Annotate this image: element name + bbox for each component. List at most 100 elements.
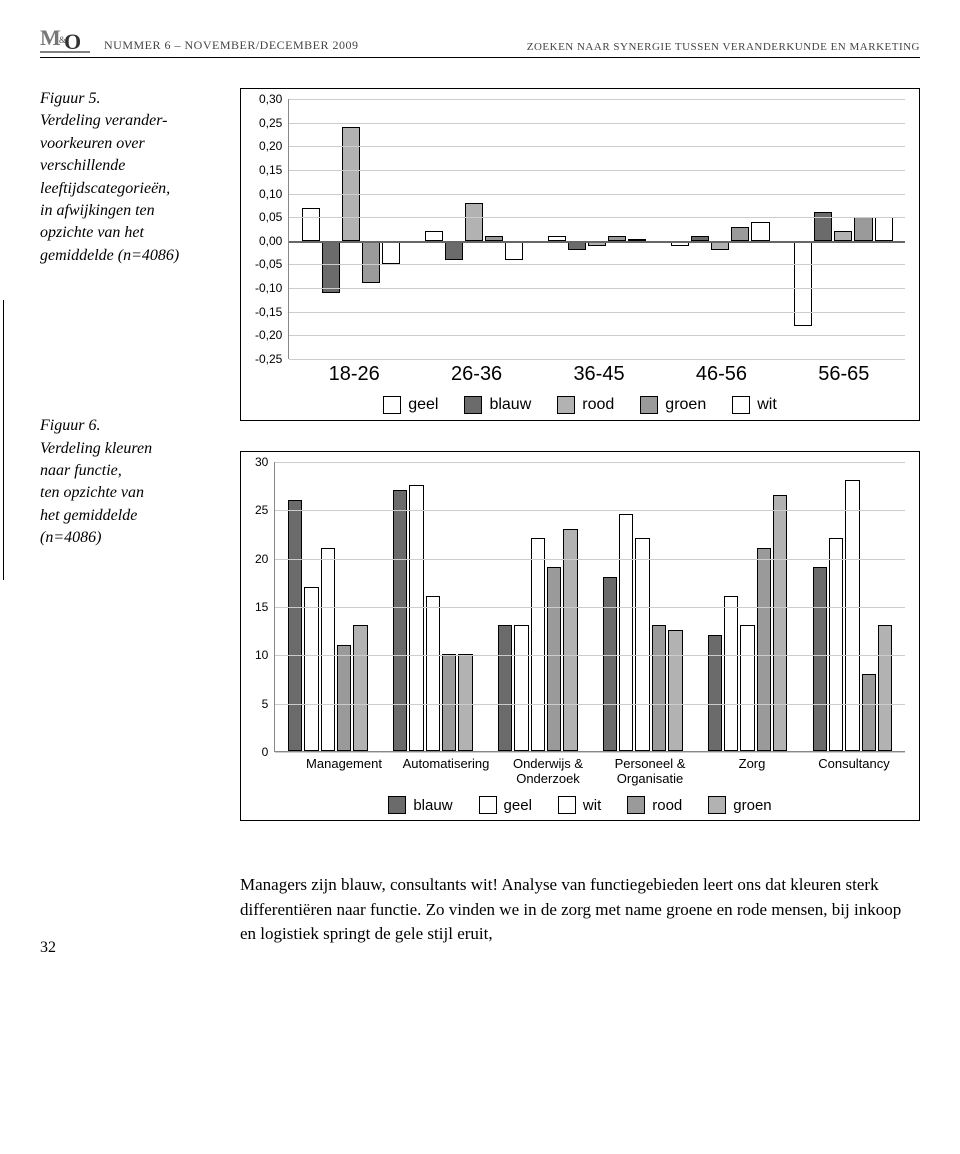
chart1-bar <box>425 231 443 240</box>
chart2-bar <box>353 625 367 751</box>
legend-item: groen <box>640 396 706 414</box>
chart2-xlabel: Zorg <box>701 756 803 786</box>
legend-swatch <box>383 396 401 414</box>
chart1-xlabel: 18-26 <box>293 363 415 386</box>
legend-item: wit <box>732 396 777 414</box>
chart2-xlabel: Consultancy <box>803 756 905 786</box>
chart2-xlabel: Automatisering <box>395 756 497 786</box>
chart2-xlabel: Management <box>293 756 395 786</box>
chart2-bar <box>813 567 827 751</box>
chart2-bar <box>409 485 423 751</box>
chart2-xlabel: Onderwijs &Onderzoek <box>497 756 599 786</box>
chart1-group <box>412 99 535 359</box>
legend-swatch <box>464 396 482 414</box>
chart1-bar <box>875 217 893 241</box>
legend-swatch <box>627 796 645 814</box>
chart2-bar <box>563 529 577 751</box>
chart2-bar <box>773 495 787 751</box>
svg-text:O: O <box>64 29 81 53</box>
chart2-bar <box>635 538 649 751</box>
chart1-bar <box>731 227 749 241</box>
chart2-bar <box>498 625 512 751</box>
chart2-bar <box>862 674 876 751</box>
chart2-bar <box>426 596 440 751</box>
article-title: ZOEKEN NAAR SYNERGIE TUSSEN VERANDERKUND… <box>527 41 920 53</box>
legend-swatch <box>640 396 658 414</box>
chart2-bar <box>531 538 545 751</box>
chart2-bar <box>757 548 771 751</box>
figure5-label: Figuur 5. <box>40 88 220 110</box>
legend-swatch <box>388 796 406 814</box>
legend-item: blauw <box>464 396 531 414</box>
legend-swatch <box>479 796 497 814</box>
legend-item: groen <box>708 796 771 814</box>
chart2-bar <box>668 630 682 751</box>
figure5-chart: 0,300,250,200,150,100,050,00-0,05-0,10-0… <box>240 88 920 421</box>
chart1-bar <box>465 203 483 241</box>
chart1-plot <box>288 99 905 359</box>
chart2-bar <box>740 625 754 751</box>
chart1-group <box>536 99 659 359</box>
chart1-bar <box>854 217 872 241</box>
chart2-bar <box>652 625 666 751</box>
chart1-xlabel: 56-65 <box>783 363 905 386</box>
chart2-bar <box>514 625 528 751</box>
chart1-group <box>782 99 905 359</box>
chart2-bar <box>708 635 722 751</box>
chart1-bar <box>751 222 769 241</box>
chart2-bar <box>845 480 859 751</box>
chart2-bar <box>288 500 302 751</box>
chart1-yaxis: 0,300,250,200,150,100,050,00-0,05-0,10-0… <box>255 99 288 359</box>
chart1-bar <box>342 127 360 240</box>
chart2-bar <box>829 538 843 751</box>
chart2-bar <box>321 548 335 751</box>
chart2-bar <box>393 490 407 751</box>
chart1-bar <box>445 241 463 260</box>
legend-swatch <box>732 396 750 414</box>
chart2-bar <box>619 514 633 751</box>
figure6-caption: Figuur 6. Verdeling kleuren naar functie… <box>40 415 220 549</box>
chart2-legend: blauw geel wit rood groen <box>255 796 905 814</box>
figure6-chart: 302520151050 ManagementAutomatiseringOnd… <box>240 451 920 821</box>
chart2-bar <box>603 577 617 751</box>
logo-mo: M O & <box>40 25 90 53</box>
chart2-xlabel: Personeel &Organisatie <box>599 756 701 786</box>
chart1-bar <box>382 241 400 265</box>
chart1-bar <box>302 208 320 241</box>
chart2-xlabels: ManagementAutomatiseringOnderwijs &Onder… <box>293 756 905 786</box>
chart2-bar <box>878 625 892 751</box>
svg-text:&: & <box>59 35 66 45</box>
chart2-bar <box>724 596 738 751</box>
chart1-bar <box>322 241 340 293</box>
chart1-xlabel: 46-56 <box>660 363 782 386</box>
chart1-bar <box>794 241 812 326</box>
page-number: 32 <box>40 939 56 957</box>
authors-vertical: Laurens Knoop, Léon de Caluwé en Martin … <box>0 300 4 580</box>
chart2-plot <box>274 462 905 752</box>
legend-item: geel <box>383 396 438 414</box>
chart2-bar <box>304 587 318 751</box>
legend-item: geel <box>479 796 532 814</box>
figure6-label: Figuur 6. <box>40 415 220 437</box>
legend-swatch <box>557 396 575 414</box>
svg-text:M: M <box>40 25 61 50</box>
chart1-bar <box>362 241 380 284</box>
chart2-bar <box>337 645 351 751</box>
chart2-yaxis: 302520151050 <box>255 462 274 752</box>
issue-label: NUMMER 6 – NOVEMBER/DECEMBER 2009 <box>104 38 359 53</box>
chart1-xlabel: 36-45 <box>538 363 660 386</box>
body-paragraph: Managers zijn blauw, consultants wit! An… <box>40 873 920 947</box>
legend-swatch <box>558 796 576 814</box>
chart2-bar <box>547 567 561 751</box>
chart1-group <box>289 99 412 359</box>
legend-item: blauw <box>388 796 452 814</box>
legend-item: wit <box>558 796 601 814</box>
chart1-bar <box>505 241 523 260</box>
page-header: M O & NUMMER 6 – NOVEMBER/DECEMBER 2009 … <box>40 25 920 58</box>
chart1-xlabels: 18-2626-3636-4546-5656-65 <box>293 363 905 386</box>
chart1-group <box>659 99 782 359</box>
legend-swatch <box>708 796 726 814</box>
legend-item: rood <box>627 796 682 814</box>
legend-item: rood <box>557 396 614 414</box>
chart1-bar <box>834 231 852 240</box>
